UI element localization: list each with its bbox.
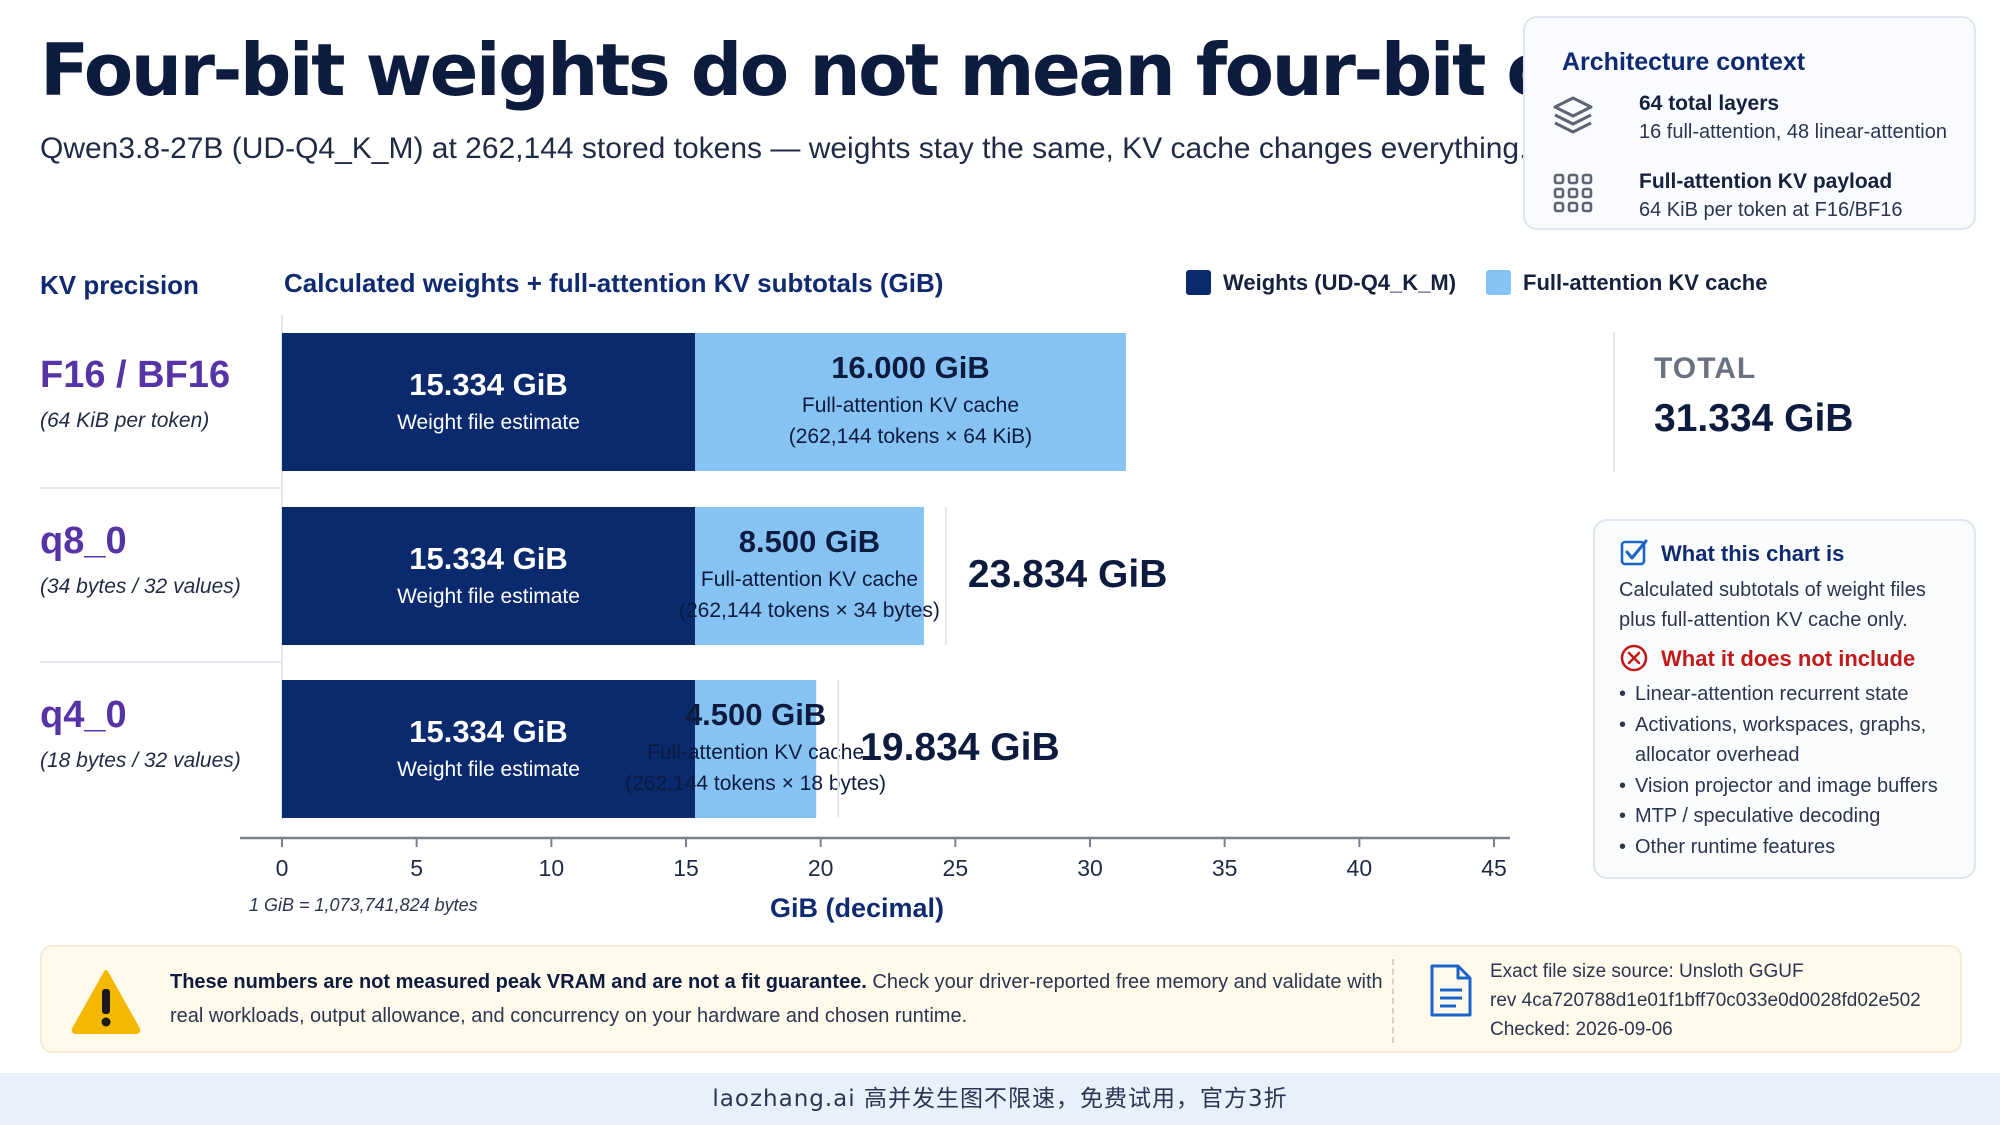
disclaimer-bold: These numbers are not measured peak VRAM… bbox=[170, 971, 867, 993]
bar-value-label: 15.334 GiB bbox=[409, 367, 568, 402]
warning-icon bbox=[71, 970, 141, 1034]
total-divider bbox=[1613, 332, 1615, 472]
architecture-item-detail: 16 full-attention, 48 linear-attention bbox=[1639, 121, 1947, 143]
includes-text: Calculated subtotals of weight files plu… bbox=[1619, 579, 1926, 631]
source-line: Exact file size source: Unsloth GGUF bbox=[1490, 961, 1804, 982]
bar-segment-weights bbox=[282, 507, 695, 645]
legend-label-kv-cache: Full-attention KV cache bbox=[1523, 270, 1768, 295]
excludes-list: Linear-attention recurrent state Activat… bbox=[1619, 679, 1969, 862]
excludes-item: Other runtime features bbox=[1619, 832, 1969, 863]
row-label-name: F16 / BF16 bbox=[40, 354, 231, 396]
bar-sub-label: Weight file estimate bbox=[397, 758, 580, 781]
x-tick-label: 5 bbox=[410, 855, 423, 881]
architecture-context-title: Architecture context bbox=[1562, 48, 1806, 76]
x-tick-label: 10 bbox=[539, 855, 565, 881]
bar-value-label: 15.334 GiB bbox=[409, 714, 568, 749]
includes-title: What this chart is bbox=[1661, 541, 1845, 566]
x-tick-label: 20 bbox=[808, 855, 834, 881]
page-title: Four-bit weights do not mean four-bit ca… bbox=[40, 28, 1755, 112]
row-label-q8: q8_0 (34 bytes / 32 values) bbox=[40, 520, 241, 599]
page-subtitle: Qwen3.8-27B (UD-Q4_K_M) at 262,144 store… bbox=[40, 132, 1528, 165]
checkbox-check-icon bbox=[1620, 539, 1648, 566]
legend-label-weights: Weights (UD-Q4_K_M) bbox=[1223, 270, 1457, 295]
legend-item-kv-cache: Full-attention KV cache bbox=[1486, 270, 1767, 296]
disclaimer-body: Check your driver-reported free memory a… bbox=[170, 971, 1383, 1027]
bar-segment-kv-cache bbox=[694, 507, 924, 645]
row-label-q4: q4_0 (18 bytes / 32 values) bbox=[40, 694, 241, 773]
architecture-item-title: Full-attention KV payload bbox=[1639, 170, 1893, 193]
row-divider bbox=[40, 487, 282, 489]
promo-banner: laozhang.ai 高并发生图不限速，免费试用，官方3折 bbox=[0, 1073, 2000, 1125]
disclaimer-text: These numbers are not measured peak VRAM… bbox=[170, 965, 1400, 1033]
legend-swatch-kv-cache bbox=[1486, 270, 1511, 295]
x-tick-label: 15 bbox=[673, 855, 699, 881]
architecture-context-card: Architecture context 64 total layers 16 … bbox=[1523, 16, 1976, 230]
disclaimer-divider bbox=[1392, 959, 1394, 1043]
bar-sub-label: Full-attention KV cache bbox=[701, 568, 918, 591]
row-label-name: q8_0 bbox=[40, 520, 127, 562]
architecture-item-detail: 64 KiB per token at F16/BF16 bbox=[1639, 199, 1903, 221]
bar-sub-label: (262,144 tokens × 18 bytes) bbox=[625, 772, 886, 795]
bar-value-label: 4.500 GiB bbox=[685, 697, 826, 732]
grid-dots-icon bbox=[1553, 173, 1593, 213]
bar-sub-label: Weight file estimate bbox=[397, 585, 580, 608]
total-label: 19.834 GiB bbox=[860, 726, 1059, 769]
total-label: 31.334 GiB bbox=[1654, 397, 1853, 440]
bar-value-label: 15.334 GiB bbox=[409, 541, 568, 576]
x-tick-label: 0 bbox=[276, 855, 289, 881]
bar-segment-kv-cache bbox=[694, 333, 1126, 471]
bar-sub-label: (262,144 tokens × 64 KiB) bbox=[789, 425, 1032, 448]
row-label-name: q4_0 bbox=[40, 694, 127, 736]
source-line: Checked: 2026-09-06 bbox=[1490, 1019, 1673, 1040]
total-label: 23.834 GiB bbox=[968, 553, 1167, 596]
excludes-item: Vision projector and image buffers bbox=[1619, 771, 1969, 802]
excludes-item: Linear-attention recurrent state bbox=[1619, 679, 1969, 710]
bar-value-label: 16.000 GiB bbox=[831, 350, 990, 385]
row-divider bbox=[40, 661, 282, 663]
bar-segment-weights bbox=[282, 333, 695, 471]
row-label-f16: F16 / BF16 (64 KiB per token) bbox=[40, 354, 230, 433]
total-header: TOTAL bbox=[1654, 352, 1757, 385]
chart-scope-card: What this chart is Calculated subtotals … bbox=[1593, 519, 1976, 879]
excludes-title: What it does not include bbox=[1661, 646, 1916, 671]
row-label-desc: (18 bytes / 32 values) bbox=[40, 749, 241, 772]
row-label-desc: (64 KiB per token) bbox=[40, 409, 210, 432]
layers-icon bbox=[1553, 96, 1593, 134]
document-icon bbox=[1430, 964, 1472, 1017]
x-axis-title: GiB (decimal) bbox=[770, 893, 944, 923]
x-tick-label: 35 bbox=[1212, 855, 1238, 881]
disclaimer-box: These numbers are not measured peak VRAM… bbox=[40, 945, 1962, 1053]
bar-value-label: 8.500 GiB bbox=[739, 524, 880, 559]
x-tick-label: 30 bbox=[1077, 855, 1103, 881]
stacked-bar-chart: 15.334 GiB Weight file estimate 16.000 GiB… bbox=[240, 333, 1853, 923]
bar-sub-label: Weight file estimate bbox=[397, 411, 580, 434]
kv-precision-header: KV precision bbox=[40, 270, 199, 300]
bar-sub-label: Full-attention KV cache bbox=[647, 741, 864, 764]
x-tick-label: 45 bbox=[1481, 855, 1507, 881]
x-tick-label: 40 bbox=[1347, 855, 1373, 881]
legend-swatch-weights bbox=[1186, 270, 1211, 295]
axis-note: 1 GiB = 1,073,741,824 bytes bbox=[249, 895, 478, 915]
architecture-item-title: 64 total layers bbox=[1639, 92, 1780, 115]
bar-sub-label: Full-attention KV cache bbox=[802, 394, 1019, 417]
excludes-item: MTP / speculative decoding bbox=[1619, 801, 1969, 832]
legend-item-weights: Weights (UD-Q4_K_M) bbox=[1186, 270, 1456, 296]
bar-segment-kv-cache bbox=[694, 680, 817, 818]
source-line: rev 4ca720788d1e01f1bff70c033e0d0028fd02… bbox=[1490, 990, 1921, 1011]
chart-title: Calculated weights + full-attention KV s… bbox=[284, 268, 944, 298]
bar-segment-weights bbox=[282, 680, 695, 818]
x-circle-icon bbox=[1620, 644, 1648, 672]
bar-sub-label: (262,144 tokens × 34 bytes) bbox=[679, 599, 940, 622]
source-info: Exact file size source: Unsloth GGUF rev… bbox=[1490, 957, 1921, 1044]
excludes-item: Activations, workspaces, graphs, allocat… bbox=[1619, 710, 1969, 771]
row-label-desc: (34 bytes / 32 values) bbox=[40, 575, 241, 598]
x-tick-label: 25 bbox=[943, 855, 969, 881]
